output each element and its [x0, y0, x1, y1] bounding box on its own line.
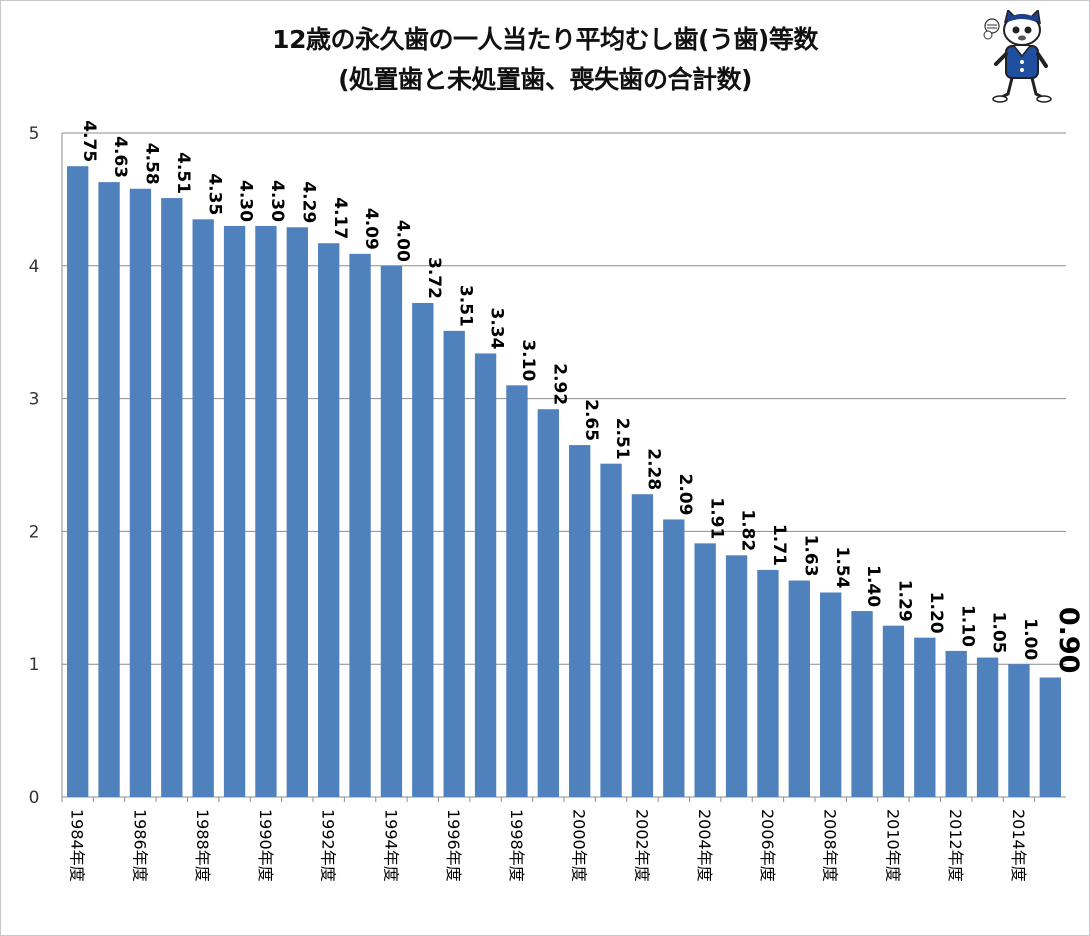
x-tick-label: 2010年度 — [883, 809, 902, 882]
data-label: 4.51 — [173, 152, 193, 194]
x-tick-label: 2008年度 — [821, 809, 840, 882]
data-label: 1.00 — [1020, 618, 1040, 660]
bar — [192, 219, 214, 797]
data-label: 1.05 — [989, 612, 1009, 654]
bar — [882, 625, 905, 797]
data-label: 1.91 — [706, 497, 726, 539]
chart-subtitle: (処置歯と未処置歯、喪失歯の合計数) — [338, 65, 752, 94]
bar — [161, 198, 183, 797]
bar — [600, 463, 622, 797]
x-tick-label: 2002年度 — [632, 809, 651, 882]
data-label: 4.09 — [361, 208, 381, 250]
bar — [631, 494, 654, 797]
bar — [286, 227, 308, 798]
y-tick-label: 2 — [29, 522, 40, 542]
bar — [349, 253, 371, 797]
data-label: 1.82 — [738, 509, 758, 551]
bar — [443, 330, 465, 797]
data-label: 3.72 — [424, 257, 444, 299]
data-label: 2.65 — [581, 399, 601, 441]
bar — [569, 445, 591, 797]
x-tick-label: 1984年度 — [68, 809, 87, 882]
bar — [757, 569, 779, 797]
x-tick-label: 1988年度 — [193, 809, 212, 882]
y-tick-label: 1 — [29, 655, 40, 675]
x-tick-label: 1998年度 — [507, 809, 526, 882]
bar — [976, 657, 999, 797]
y-tick-label: 4 — [29, 257, 40, 277]
x-tick-label: 2006年度 — [758, 809, 777, 882]
bar — [663, 519, 685, 797]
x-tick-label: 2004年度 — [695, 809, 714, 882]
x-tick-label: 1994年度 — [381, 809, 400, 882]
data-label: 4.29 — [298, 181, 318, 223]
data-label: 2.51 — [612, 418, 632, 460]
bar — [820, 592, 842, 797]
data-label: 4.35 — [204, 173, 224, 215]
bar — [945, 650, 967, 797]
bar — [67, 166, 89, 797]
data-label: 2.28 — [644, 448, 664, 490]
x-tick-label: 1992年度 — [319, 809, 338, 882]
data-label: 4.58 — [142, 143, 162, 185]
bar — [851, 611, 873, 797]
data-label: 1.20 — [926, 592, 946, 634]
bar — [474, 353, 497, 797]
y-tick-label: 5 — [29, 124, 40, 144]
data-label: 1.29 — [895, 580, 915, 622]
bar — [1008, 664, 1030, 797]
x-tick-label: 1990年度 — [256, 809, 275, 882]
bar — [318, 243, 340, 797]
chart-title: 12歳の永久歯の一人当たり平均むし歯(う歯)等数 — [272, 25, 818, 54]
data-label: 4.75 — [79, 120, 99, 162]
bar — [129, 188, 152, 797]
data-label: 4.63 — [110, 136, 130, 178]
data-label: 1.10 — [957, 605, 977, 647]
data-label: 3.51 — [455, 285, 475, 327]
bar — [412, 302, 434, 797]
data-label: 1.40 — [863, 565, 883, 607]
mascot-illustration — [983, 10, 1052, 103]
bar — [98, 182, 120, 798]
data-label: 3.10 — [518, 339, 538, 381]
data-label: 2.09 — [675, 473, 695, 515]
x-tick-label: 1996年度 — [444, 809, 463, 882]
data-label: 2.92 — [549, 363, 569, 405]
bar — [255, 225, 277, 797]
data-label: 1.63 — [800, 535, 820, 577]
x-tick-label: 1986年度 — [130, 809, 149, 882]
bar — [537, 409, 559, 797]
data-label: 1.71 — [769, 524, 789, 566]
x-tick-label: 2014年度 — [1009, 809, 1028, 882]
data-label: 1.54 — [832, 547, 852, 589]
bar — [506, 385, 528, 797]
bar — [380, 265, 403, 797]
bar — [914, 637, 936, 797]
bar — [694, 543, 716, 797]
x-tick-label: 2012年度 — [946, 809, 965, 882]
y-tick-label: 3 — [29, 390, 40, 410]
bar — [1039, 677, 1061, 797]
data-label: 4.30 — [236, 180, 256, 222]
x-tick-label: 2000年度 — [570, 809, 589, 882]
bar — [788, 580, 810, 797]
data-label: 3.34 — [487, 307, 507, 349]
data-label: 4.30 — [267, 180, 287, 222]
data-label: 4.17 — [330, 197, 350, 239]
data-label: 0.90 — [1053, 607, 1084, 674]
bar — [223, 225, 246, 797]
bar — [725, 555, 748, 797]
y-tick-label: 0 — [29, 788, 40, 808]
data-label: 4.00 — [393, 220, 413, 262]
